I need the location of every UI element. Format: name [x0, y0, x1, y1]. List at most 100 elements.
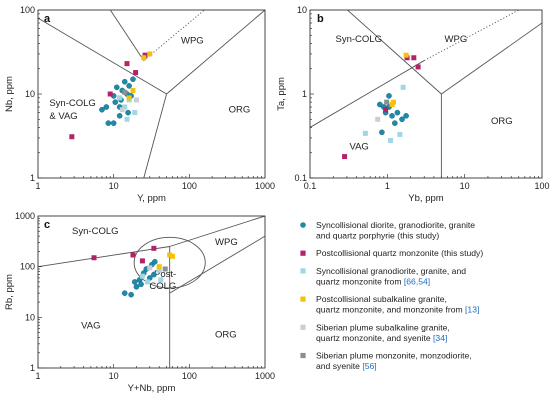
point-syncollisional-a-8 — [116, 113, 123, 119]
legend-label-line: Postcollisional quartz monzonite (this s… — [316, 248, 483, 258]
field-label-b-3: VAG — [349, 141, 368, 152]
point-syncollisional-b-7 — [403, 113, 409, 119]
point-syncollisional-a-10 — [121, 78, 128, 85]
panel-a: 1 10 100 1000 1 10 100 Y, ppm Nb, ppm WPG Syn-COLG… — [4, 5, 275, 204]
field-label-a-3: & VAG — [49, 111, 77, 122]
legend-label-line: quartz monzonite, and monzonite from [13… — [316, 305, 479, 315]
legend-label-line: Siberian plume monzonite, monzodiorite, — [316, 351, 472, 361]
point-postcollisional-c-2 — [130, 252, 136, 258]
point-postcollisional-a-4 — [133, 70, 139, 76]
legend-item-syncollisional_ref: Syncollisional granodiorite, granite, an… — [300, 266, 466, 286]
legend-label-line: quartz monzonite from [66,54] — [316, 276, 430, 286]
field-boundary-c-4 — [169, 235, 265, 294]
x-axis-title-a: Y, ppm — [137, 193, 166, 204]
panel-letter-a: a — [44, 13, 51, 25]
legend-marker — [300, 324, 306, 330]
point-syncollisional-a-6 — [113, 84, 120, 91]
point-siberian_subalkaline-c-1 — [147, 265, 153, 271]
field-label-c-4: COLG — [149, 281, 176, 292]
legend-item-subalkaline_ref: Postcollisional subalkaline granite,quar… — [300, 294, 479, 315]
point-subalkaline_ref-b-2 — [403, 52, 409, 58]
field-label-a-1: WPG — [181, 36, 204, 47]
point-syncollisional-c-2 — [128, 291, 134, 298]
legend-label-line: and syenite [56] — [316, 361, 377, 371]
citation-link[interactable]: [34] — [433, 333, 447, 343]
point-subalkaline_ref-a-3 — [141, 55, 147, 61]
point-postcollisional-a-5 — [142, 52, 148, 58]
field-label-c-6: ORG — [215, 330, 237, 341]
field-label-c-2: WPG — [215, 237, 238, 248]
citation-link[interactable]: [13] — [465, 305, 479, 315]
point-syncollisional_ref-a-5 — [117, 95, 123, 101]
point-siberian_subalkaline-a-1 — [133, 97, 139, 103]
x-tick-label-b: 1 — [385, 181, 390, 191]
x-tick-label-b: 10 — [460, 181, 470, 191]
citation-link[interactable]: [66,54] — [404, 276, 430, 286]
x-tick-label-c: 10 — [109, 371, 119, 381]
y-tick-label-b: 1 — [302, 89, 307, 99]
field-boundary-a-4 — [109, 10, 145, 61]
point-postcollisional-b-2 — [383, 107, 389, 113]
point-syncollisional-a-3 — [105, 120, 112, 126]
panel-letter-c: c — [44, 219, 50, 231]
y-tick-label-c: 1000 — [15, 211, 35, 221]
dotted-boundary-a — [143, 10, 206, 61]
point-syncollisional_ref-a-1 — [122, 104, 128, 110]
legend-label-line: Syncollisional granodiorite, granite, an… — [316, 266, 466, 276]
y-tick-label-c: 1 — [30, 363, 35, 373]
point-syncollisional-a-15 — [130, 76, 136, 83]
point-postcollisional-a-2 — [107, 91, 113, 97]
point-postcollisional-a-3 — [124, 61, 130, 67]
field-label-a-4: ORG — [229, 104, 251, 115]
legend: Syncollisional diorite, granodiorite, gr… — [300, 220, 483, 371]
point-siberian_subalkaline-b-1 — [375, 116, 381, 122]
legend-label-line: and quartz porphyrie (this study) — [316, 231, 439, 241]
point-syncollisional-a-5 — [112, 99, 119, 105]
point-postcollisional-b-4 — [411, 55, 417, 61]
legend-label-line: Syncollisional diorite, granodiorite, gr… — [316, 220, 475, 230]
x-tick-label-c: 1 — [35, 371, 40, 381]
point-postcollisional-a-1 — [69, 134, 75, 140]
legend-marker — [300, 268, 306, 274]
point-syncollisional-b-6 — [399, 116, 405, 123]
point-syncollisional_ref-c-3 — [156, 267, 162, 273]
point-syncollisional-c-11 — [152, 258, 158, 265]
point-syncollisional_ref-b-4 — [400, 84, 406, 90]
field-boundary-a-2 — [166, 10, 265, 95]
y-tick-label-b: 0.1 — [294, 173, 307, 183]
field-label-c-1: Syn-COLG — [72, 226, 118, 237]
x-tick-label-b: 100 — [534, 181, 549, 191]
y-tick-label-a: 1 — [30, 173, 35, 183]
x-tick-label-a: 1000 — [255, 181, 275, 191]
panel-letter-b: b — [317, 13, 324, 25]
y-tick-label-b: 10 — [297, 5, 307, 15]
x-tick-label-a: 10 — [109, 181, 119, 191]
point-syncollisional-b-11 — [386, 93, 392, 99]
y-tick-label-a: 10 — [25, 89, 35, 99]
citation-link[interactable]: [56] — [362, 361, 376, 371]
point-syncollisional_ref-a-4 — [132, 110, 138, 116]
point-postcollisional-c-1 — [91, 255, 97, 261]
field-boundary-b-1 — [346, 10, 442, 95]
point-syncollisional-b-10 — [392, 120, 398, 126]
legend-item-syncollisional: Syncollisional diorite, granodiorite, gr… — [300, 220, 475, 241]
point-siberian_monzonite-c-1 — [162, 266, 168, 272]
point-syncollisional-a-12 — [125, 109, 131, 116]
legend-label-line: Siberian plume subalkaline granite, — [316, 322, 450, 332]
point-subalkaline_ref-a-4 — [147, 51, 153, 57]
point-syncollisional_ref-c-4 — [158, 277, 164, 283]
point-syncollisional-a-1 — [99, 106, 105, 113]
field-boundary-a-1 — [38, 17, 167, 95]
point-syncollisional-c-9 — [151, 271, 157, 278]
x-tick-label-a: 1 — [35, 181, 40, 191]
legend-label-line: quartz monzonite, and syenite [34] — [316, 333, 447, 343]
point-postcollisional-c-3 — [139, 258, 145, 264]
point-syncollisional-a-16 — [110, 120, 117, 126]
x-tick-label-c: 100 — [182, 371, 197, 381]
field-label-b-4: ORG — [491, 116, 513, 127]
x-tick-label-a: 100 — [182, 181, 197, 191]
point-postcollisional-b-3 — [404, 55, 410, 61]
legend-marker — [300, 352, 306, 359]
x-axis-title-b: Yb, ppm — [408, 193, 443, 204]
point-subalkaline_ref-c-3 — [170, 253, 176, 259]
